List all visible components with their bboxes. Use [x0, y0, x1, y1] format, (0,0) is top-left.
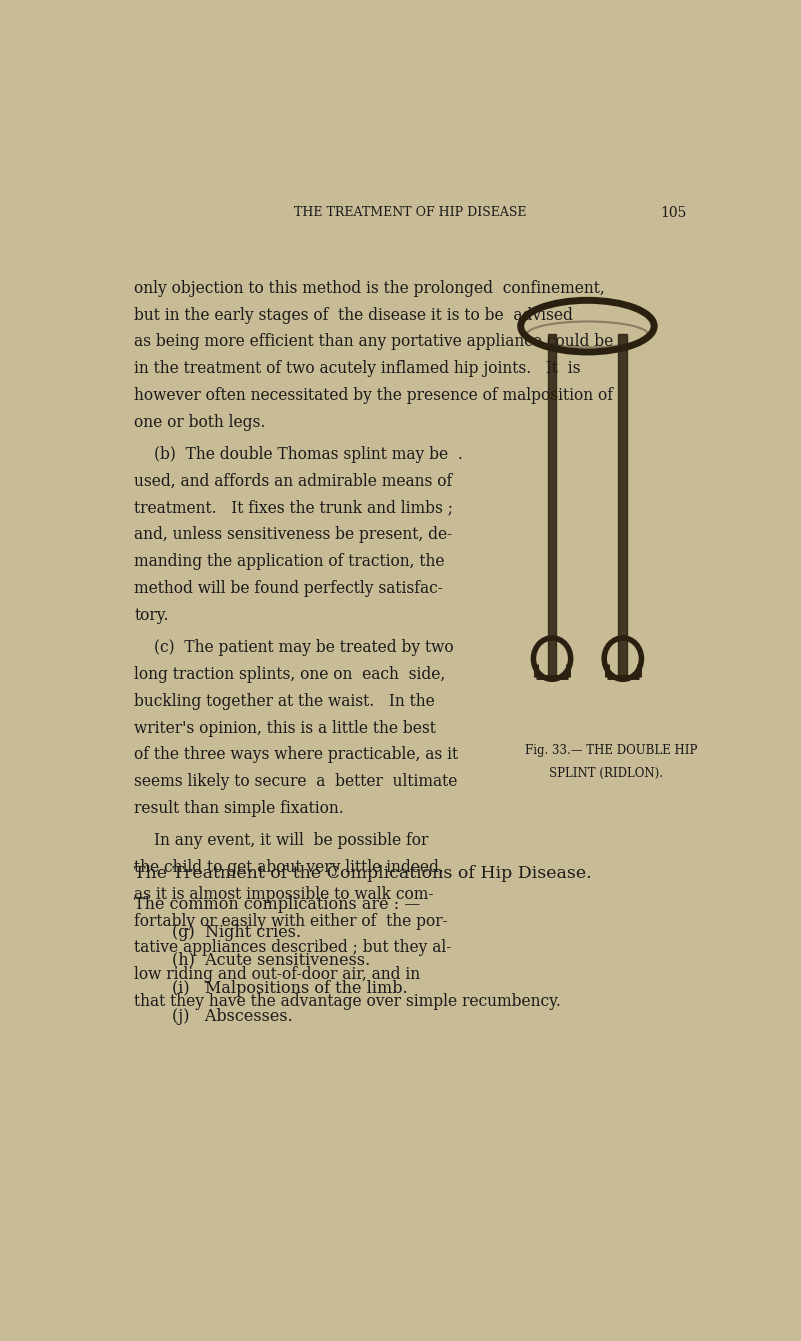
Text: Fig. 33.— THE DOUBLE HIP: Fig. 33.— THE DOUBLE HIP	[525, 744, 698, 758]
Text: buckling together at the waist.   In the: buckling together at the waist. In the	[135, 693, 435, 709]
Text: as it is almost impossible to walk com-: as it is almost impossible to walk com-	[135, 886, 434, 902]
Text: The common complications are : —: The common complications are : —	[135, 896, 421, 913]
Text: only objection to this method is the prolonged  confinement,: only objection to this method is the pro…	[135, 280, 605, 296]
Text: fortably or easily with either of  the por-: fortably or easily with either of the po…	[135, 913, 448, 929]
Text: writer's opinion, this is a little the best: writer's opinion, this is a little the b…	[135, 720, 436, 736]
Text: (c)  The patient may be treated by two: (c) The patient may be treated by two	[154, 640, 453, 656]
Text: method will be found perfectly satisfac-: method will be found perfectly satisfac-	[135, 581, 443, 597]
Text: THE TREATMENT OF HIP DISEASE: THE TREATMENT OF HIP DISEASE	[294, 207, 527, 220]
Text: (i)   Malpositions of the limb.: (i) Malpositions of the limb.	[171, 980, 407, 996]
Text: low riding and out-of-door air, and in: low riding and out-of-door air, and in	[135, 967, 421, 983]
Text: in the treatment of two acutely inflamed hip joints.   It  is: in the treatment of two acutely inflamed…	[135, 361, 581, 377]
Text: however often necessitated by the presence of malposition of: however often necessitated by the presen…	[135, 388, 614, 404]
Text: (h)  Acute sensitiveness.: (h) Acute sensitiveness.	[171, 952, 370, 968]
Text: SPLINT (RIDLON).: SPLINT (RIDLON).	[549, 767, 663, 780]
FancyBboxPatch shape	[618, 334, 627, 677]
Text: The Treatment of the Complications of Hip Disease.: The Treatment of the Complications of Hi…	[135, 865, 592, 882]
Text: treatment.   It fixes the trunk and limbs ;: treatment. It fixes the trunk and limbs …	[135, 500, 453, 516]
Text: as being more efficient than any portative appliance could be: as being more efficient than any portati…	[135, 334, 614, 350]
Text: manding the application of traction, the: manding the application of traction, the	[135, 554, 445, 570]
Text: one or both legs.: one or both legs.	[135, 414, 266, 430]
Text: (g)  Night cries.: (g) Night cries.	[171, 924, 300, 941]
Text: result than simple fixation.: result than simple fixation.	[135, 801, 344, 817]
Text: tory.: tory.	[135, 607, 169, 624]
Text: that they have the advantage over simple recumbency.: that they have the advantage over simple…	[135, 994, 562, 1010]
Text: and, unless sensitiveness be present, de-: and, unless sensitiveness be present, de…	[135, 527, 453, 543]
Text: In any event, it will  be possible for: In any event, it will be possible for	[154, 833, 429, 849]
Text: of the three ways where practicable, as it: of the three ways where practicable, as …	[135, 747, 458, 763]
Text: the child to get about very little indeed,: the child to get about very little indee…	[135, 860, 444, 876]
Text: long traction splints, one on  each  side,: long traction splints, one on each side,	[135, 666, 445, 683]
Text: 105: 105	[660, 207, 686, 220]
Text: (b)  The double Thomas splint may be  .: (b) The double Thomas splint may be .	[154, 447, 463, 463]
Text: seems likely to secure  a  better  ultimate: seems likely to secure a better ultimate	[135, 774, 457, 790]
FancyBboxPatch shape	[548, 334, 557, 677]
Text: but in the early stages of  the disease it is to be  advised: but in the early stages of the disease i…	[135, 307, 574, 323]
Text: tative appliances described ; but they al-: tative appliances described ; but they a…	[135, 940, 452, 956]
Text: (j)   Abscesses.: (j) Abscesses.	[171, 1007, 292, 1025]
Text: used, and affords an admirable means of: used, and affords an admirable means of	[135, 473, 453, 489]
